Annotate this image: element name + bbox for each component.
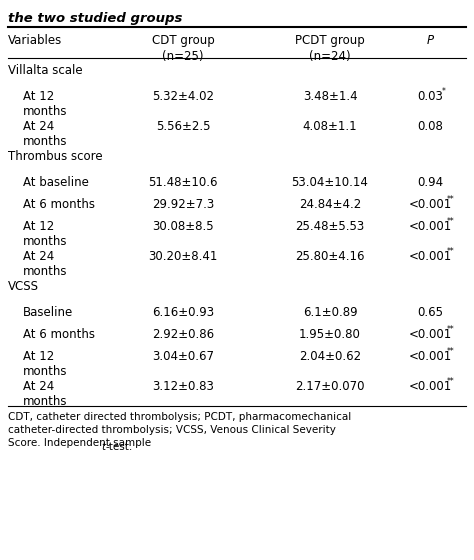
Text: <0.001: <0.001 <box>409 250 452 263</box>
Text: 53.04±10.14: 53.04±10.14 <box>292 176 368 189</box>
Text: 0.08: 0.08 <box>417 120 443 133</box>
Text: 3.04±0.67: 3.04±0.67 <box>152 350 214 363</box>
Text: At 6 months: At 6 months <box>23 328 95 341</box>
Text: <0.001: <0.001 <box>409 380 452 393</box>
Text: At 12
months: At 12 months <box>23 220 67 248</box>
Text: CDT group
(n=25): CDT group (n=25) <box>152 34 214 63</box>
Text: Thrombus score: Thrombus score <box>8 150 103 163</box>
Text: -test.: -test. <box>105 442 132 452</box>
Text: At 6 months: At 6 months <box>23 198 95 211</box>
Text: At 24
months: At 24 months <box>23 120 67 148</box>
Text: **: ** <box>447 325 455 334</box>
Text: 24.84±4.2: 24.84±4.2 <box>299 198 361 211</box>
Text: 6.1±0.89: 6.1±0.89 <box>303 306 357 319</box>
Text: 3.12±0.83: 3.12±0.83 <box>152 380 214 393</box>
Text: 30.08±8.5: 30.08±8.5 <box>152 220 214 233</box>
Text: 51.48±10.6: 51.48±10.6 <box>148 176 218 189</box>
Text: <0.001: <0.001 <box>409 220 452 233</box>
Text: 0.65: 0.65 <box>417 306 443 319</box>
Text: **: ** <box>447 347 455 356</box>
Text: 2.92±0.86: 2.92±0.86 <box>152 328 214 341</box>
Text: 1.95±0.80: 1.95±0.80 <box>299 328 361 341</box>
Text: t: t <box>101 442 106 452</box>
Text: Baseline: Baseline <box>23 306 73 319</box>
Text: PCDT group
(n=24): PCDT group (n=24) <box>295 34 365 63</box>
Text: At 24
months: At 24 months <box>23 380 67 408</box>
Text: **: ** <box>447 195 455 204</box>
Text: 4.08±1.1: 4.08±1.1 <box>303 120 357 133</box>
Text: *: * <box>442 87 446 96</box>
Text: 2.04±0.62: 2.04±0.62 <box>299 350 361 363</box>
Text: 29.92±7.3: 29.92±7.3 <box>152 198 214 211</box>
Text: the two studied groups: the two studied groups <box>8 12 182 25</box>
Text: Variables: Variables <box>8 34 62 47</box>
Text: 0.03: 0.03 <box>417 90 443 103</box>
Text: **: ** <box>447 217 455 226</box>
Text: Villalta scale: Villalta scale <box>8 64 82 77</box>
Text: VCSS: VCSS <box>8 280 39 293</box>
Text: At baseline: At baseline <box>23 176 89 189</box>
Text: At 24
months: At 24 months <box>23 250 67 278</box>
Text: At 12
months: At 12 months <box>23 90 67 118</box>
Text: <0.001: <0.001 <box>409 198 452 211</box>
Text: 2.17±0.070: 2.17±0.070 <box>295 380 365 393</box>
Text: 6.16±0.93: 6.16±0.93 <box>152 306 214 319</box>
Text: 30.20±8.41: 30.20±8.41 <box>148 250 218 263</box>
Text: 5.32±4.02: 5.32±4.02 <box>152 90 214 103</box>
Text: 5.56±2.5: 5.56±2.5 <box>156 120 210 133</box>
Text: **: ** <box>447 247 455 256</box>
Text: 0.94: 0.94 <box>417 176 443 189</box>
Text: 3.48±1.4: 3.48±1.4 <box>303 90 357 103</box>
Text: P: P <box>427 34 434 47</box>
Text: <0.001: <0.001 <box>409 350 452 363</box>
Text: CDT, catheter directed thrombolysis; PCDT, pharmacomechanical
catheter-directed : CDT, catheter directed thrombolysis; PCD… <box>8 412 351 447</box>
Text: 25.80±4.16: 25.80±4.16 <box>295 250 365 263</box>
Text: 25.48±5.53: 25.48±5.53 <box>295 220 365 233</box>
Text: <0.001: <0.001 <box>409 328 452 341</box>
Text: **: ** <box>447 377 455 386</box>
Text: At 12
months: At 12 months <box>23 350 67 378</box>
